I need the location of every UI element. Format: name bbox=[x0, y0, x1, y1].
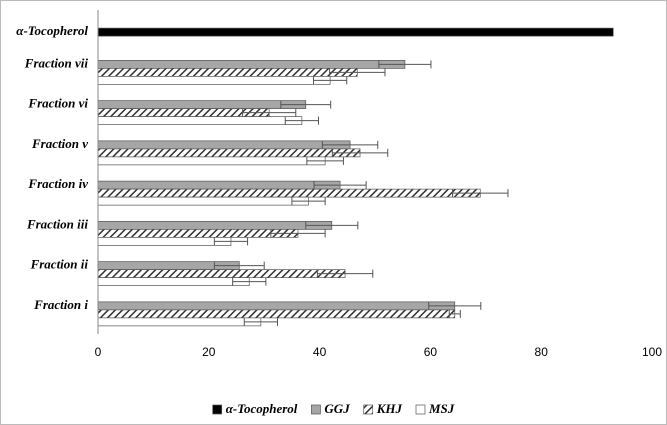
bar bbox=[97, 309, 456, 319]
error-bar bbox=[448, 309, 461, 318]
category-label: α-Tocopherol bbox=[16, 23, 88, 38]
legend-label: GGJ bbox=[324, 401, 350, 416]
x-tick-label: 20 bbox=[202, 345, 216, 359]
error-bar bbox=[378, 60, 432, 69]
x-tick-label: 60 bbox=[424, 345, 438, 359]
error-bar bbox=[291, 197, 326, 206]
bar bbox=[97, 301, 456, 311]
bar bbox=[97, 60, 406, 69]
error-bar bbox=[243, 317, 278, 326]
bar bbox=[97, 68, 358, 77]
legend-swatch bbox=[415, 404, 426, 415]
category-label: Fraction vi bbox=[27, 96, 88, 111]
error-bar bbox=[232, 277, 267, 286]
error-bar bbox=[452, 189, 509, 198]
error-bar bbox=[213, 261, 265, 270]
bar bbox=[97, 188, 481, 198]
error-bar bbox=[329, 68, 386, 77]
bar bbox=[97, 277, 250, 286]
bar bbox=[97, 156, 326, 166]
bar bbox=[97, 27, 614, 37]
x-tick-label: 40 bbox=[313, 345, 327, 359]
category-label: Fraction iv bbox=[27, 176, 88, 191]
x-tick-label: 80 bbox=[535, 345, 549, 359]
error-bar bbox=[270, 229, 326, 238]
error-bar bbox=[280, 100, 332, 109]
bar bbox=[97, 221, 333, 230]
error-bar bbox=[331, 148, 389, 157]
x-tick-label: 100 bbox=[642, 345, 662, 359]
error-bar bbox=[316, 269, 374, 278]
category-label: Fraction ii bbox=[30, 257, 89, 272]
error-bar bbox=[313, 181, 367, 190]
bar bbox=[97, 237, 232, 246]
legend-label: KHJ bbox=[376, 401, 403, 416]
bar bbox=[97, 116, 303, 125]
bar bbox=[97, 76, 331, 85]
legend-swatch bbox=[311, 404, 321, 415]
bar bbox=[97, 140, 351, 150]
category-label: Fraction iii bbox=[26, 216, 88, 231]
category-label: Fraction i bbox=[33, 297, 88, 312]
bar bbox=[97, 180, 341, 190]
error-bar bbox=[306, 156, 344, 165]
error-bar bbox=[313, 76, 348, 85]
error-bar bbox=[213, 237, 249, 246]
error-bar bbox=[428, 301, 482, 310]
error-bar bbox=[305, 221, 359, 230]
error-bar bbox=[284, 116, 319, 125]
error-bar bbox=[321, 140, 379, 149]
bar bbox=[97, 196, 309, 206]
legend-label: α-Tocopherol bbox=[226, 401, 298, 416]
legend-label: MSJ bbox=[428, 401, 455, 416]
bar bbox=[97, 317, 262, 327]
legend-swatch bbox=[363, 404, 374, 415]
x-tick-label: 0 bbox=[95, 345, 102, 359]
legend-swatch bbox=[212, 404, 223, 415]
bar bbox=[97, 148, 361, 158]
bar bbox=[97, 269, 346, 278]
category-label: Fraction v bbox=[31, 136, 88, 151]
category-label: Fraction vii bbox=[24, 55, 89, 70]
error-bar bbox=[242, 108, 297, 117]
bar bbox=[97, 229, 299, 238]
bar bbox=[97, 100, 307, 109]
